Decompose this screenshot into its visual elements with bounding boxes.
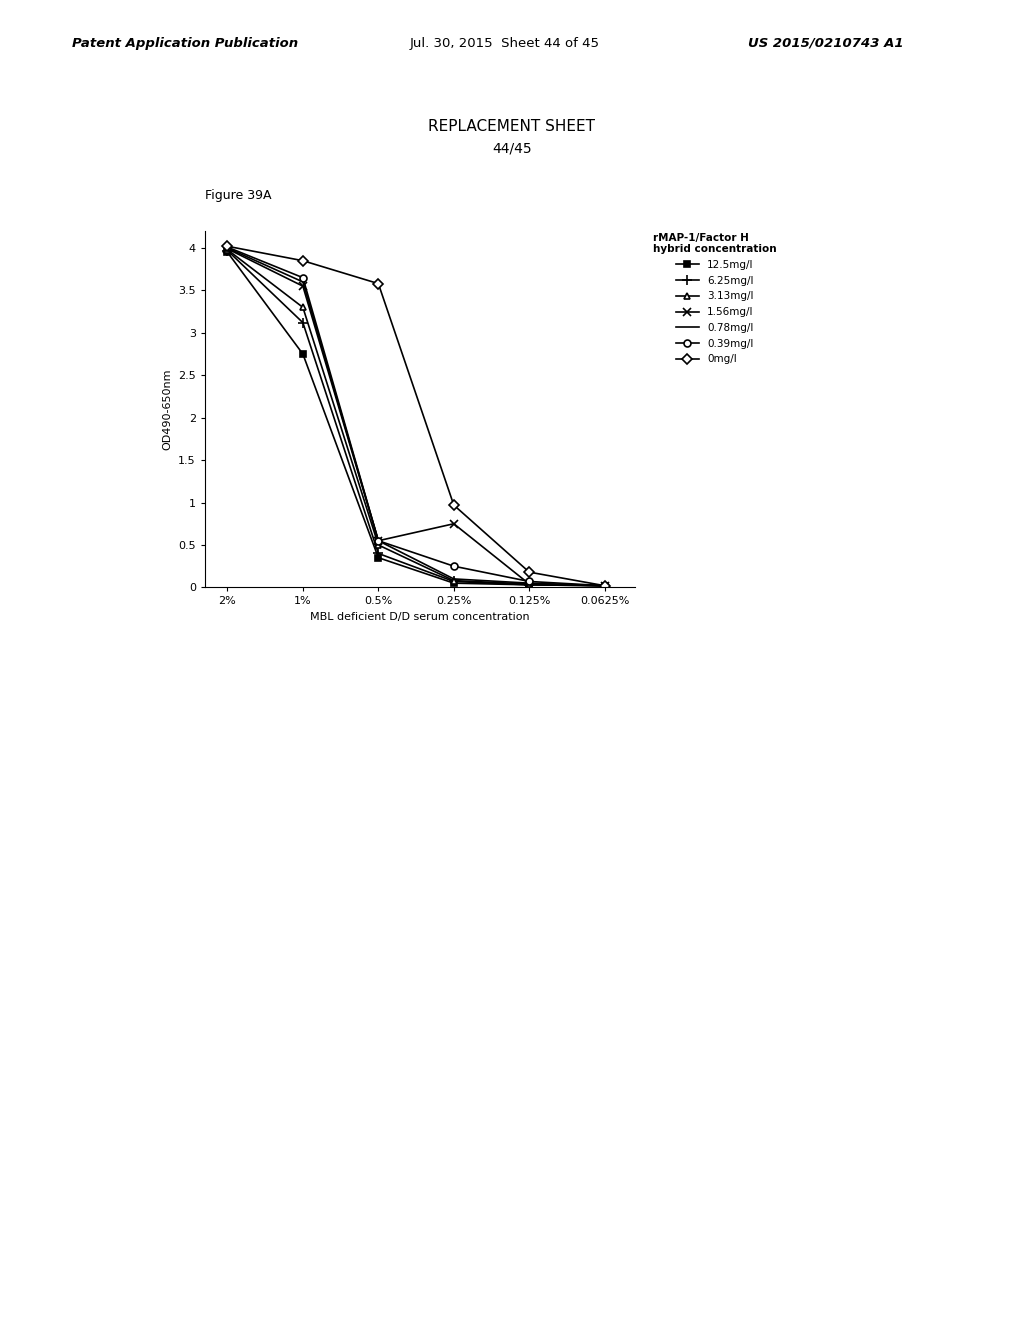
Line: 0.78mg/l: 0.78mg/l (227, 248, 605, 586)
Text: Figure 39A: Figure 39A (205, 189, 271, 202)
Line: 1.56mg/l: 1.56mg/l (223, 244, 609, 590)
Text: 44/45: 44/45 (493, 141, 531, 156)
0.78mg/l (372, 533, 384, 549)
0.39mg/l (447, 558, 460, 574)
6.25mg/l (221, 243, 233, 259)
0.78mg/l (523, 576, 536, 591)
Line: 0.39mg/l: 0.39mg/l (224, 244, 608, 589)
6.25mg/l (447, 573, 460, 589)
0.39mg/l (221, 239, 233, 255)
Line: 0mg/l: 0mg/l (224, 243, 608, 589)
0.39mg/l (599, 578, 611, 594)
3.13mg/l (447, 573, 460, 589)
1.56mg/l (599, 578, 611, 594)
1.56mg/l (523, 576, 536, 591)
0.78mg/l (599, 578, 611, 594)
0mg/l (372, 276, 384, 292)
6.25mg/l (523, 577, 536, 593)
0mg/l (221, 239, 233, 255)
1.56mg/l (297, 279, 309, 294)
6.25mg/l (297, 314, 309, 330)
Text: REPLACEMENT SHEET: REPLACEMENT SHEET (428, 119, 596, 133)
12.5mg/l (447, 576, 460, 591)
Text: US 2015/0210743 A1: US 2015/0210743 A1 (748, 37, 903, 50)
X-axis label: MBL deficient D/D serum concentration: MBL deficient D/D serum concentration (310, 612, 529, 622)
Legend: 12.5mg/l, 6.25mg/l, 3.13mg/l, 1.56mg/l, 0.78mg/l, 0.39mg/l, 0mg/l: 12.5mg/l, 6.25mg/l, 3.13mg/l, 1.56mg/l, … (653, 232, 776, 364)
1.56mg/l (372, 533, 384, 549)
12.5mg/l (372, 549, 384, 565)
3.13mg/l (599, 578, 611, 594)
12.5mg/l (221, 244, 233, 260)
0.78mg/l (221, 240, 233, 256)
0.39mg/l (297, 269, 309, 285)
6.25mg/l (599, 578, 611, 594)
12.5mg/l (599, 578, 611, 594)
Line: 6.25mg/l: 6.25mg/l (222, 246, 609, 590)
0mg/l (523, 564, 536, 579)
Text: Jul. 30, 2015  Sheet 44 of 45: Jul. 30, 2015 Sheet 44 of 45 (410, 37, 600, 50)
12.5mg/l (297, 346, 309, 362)
12.5mg/l (523, 577, 536, 593)
3.13mg/l (523, 576, 536, 591)
3.13mg/l (221, 242, 233, 257)
0.78mg/l (297, 275, 309, 290)
0mg/l (599, 578, 611, 594)
3.13mg/l (372, 537, 384, 553)
Text: Patent Application Publication: Patent Application Publication (72, 37, 298, 50)
0.78mg/l (447, 572, 460, 587)
0mg/l (447, 498, 460, 513)
3.13mg/l (297, 300, 309, 315)
1.56mg/l (221, 240, 233, 256)
Y-axis label: OD490-650nm: OD490-650nm (163, 368, 172, 450)
0.39mg/l (372, 533, 384, 549)
0mg/l (297, 253, 309, 269)
Line: 12.5mg/l: 12.5mg/l (224, 249, 607, 589)
6.25mg/l (372, 545, 384, 561)
1.56mg/l (447, 516, 460, 532)
0.39mg/l (523, 573, 536, 589)
Line: 3.13mg/l: 3.13mg/l (224, 247, 607, 589)
